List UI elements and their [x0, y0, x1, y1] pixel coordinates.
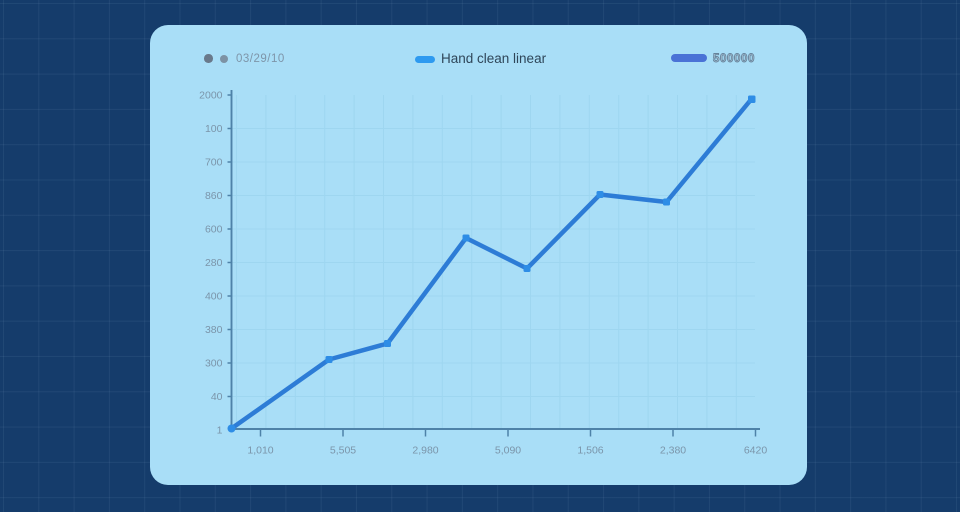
svg-text:600: 600 — [205, 224, 223, 236]
svg-text:2,980: 2,980 — [412, 445, 438, 457]
svg-text:700: 700 — [205, 157, 223, 169]
svg-text:1,506: 1,506 — [577, 445, 603, 457]
svg-text:400: 400 — [205, 291, 223, 303]
svg-text:2,380: 2,380 — [660, 445, 686, 457]
svg-text:380: 380 — [205, 324, 223, 336]
svg-text:5,090: 5,090 — [495, 445, 521, 457]
svg-text:40: 40 — [211, 391, 223, 403]
svg-text:1: 1 — [217, 425, 223, 437]
svg-text:860: 860 — [205, 190, 223, 202]
svg-text:100: 100 — [205, 123, 223, 135]
svg-text:1,010: 1,010 — [247, 445, 273, 457]
svg-text:6420: 6420 — [744, 445, 768, 457]
svg-text:5,505: 5,505 — [330, 445, 356, 457]
svg-text:2000: 2000 — [199, 90, 223, 102]
svg-text:300: 300 — [205, 358, 223, 370]
svg-text:280: 280 — [205, 257, 223, 269]
